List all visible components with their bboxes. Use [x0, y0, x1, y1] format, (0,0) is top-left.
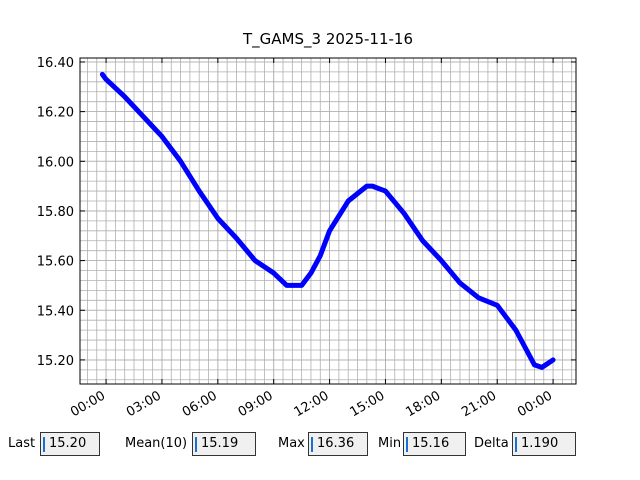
x-tick-label: 18:00: [403, 388, 443, 420]
x-tick-label: 00:00: [68, 388, 108, 420]
x-tick-label: 09:00: [236, 388, 276, 420]
stat-label: Delta: [474, 436, 509, 451]
x-tick-label: 21:00: [459, 388, 499, 420]
x-tick-label: 15:00: [348, 388, 388, 420]
stat-value[interactable]: 15.19: [192, 432, 256, 456]
y-tick-label: 15.20: [37, 354, 74, 369]
y-tick-label: 16.40: [37, 56, 74, 71]
plot-frame: [79, 57, 577, 385]
stat-value[interactable]: 16.36: [308, 432, 368, 456]
x-tick-label: 03:00: [124, 388, 164, 420]
x-tick-label: 06:00: [180, 388, 220, 420]
x-tick-label: 12:00: [292, 388, 332, 420]
stat-value[interactable]: 15.16: [403, 432, 466, 456]
stat-value[interactable]: 1.190: [512, 432, 576, 456]
stat-label: Mean(10): [125, 436, 188, 451]
y-tick-label: 15.80: [37, 205, 74, 220]
chart: T_GAMS_3 2025-11-16 15.20 15.40 15.60 15.80…: [37, 30, 577, 420]
chart-title: T_GAMS_3 2025-11-16: [242, 30, 413, 49]
stat-label: Max: [278, 436, 305, 451]
x-tick-label: 00:00: [515, 388, 555, 420]
y-tick-label: 15.40: [37, 304, 74, 319]
stat-label: Last: [8, 436, 36, 451]
data-line: [99, 71, 556, 370]
stat-label: Min: [378, 436, 402, 451]
y-tick-label: 16.20: [37, 106, 74, 121]
y-tick-label: 16.00: [37, 155, 74, 170]
y-tick-label: 15.60: [37, 255, 74, 270]
stat-value[interactable]: 15.20: [40, 432, 100, 456]
